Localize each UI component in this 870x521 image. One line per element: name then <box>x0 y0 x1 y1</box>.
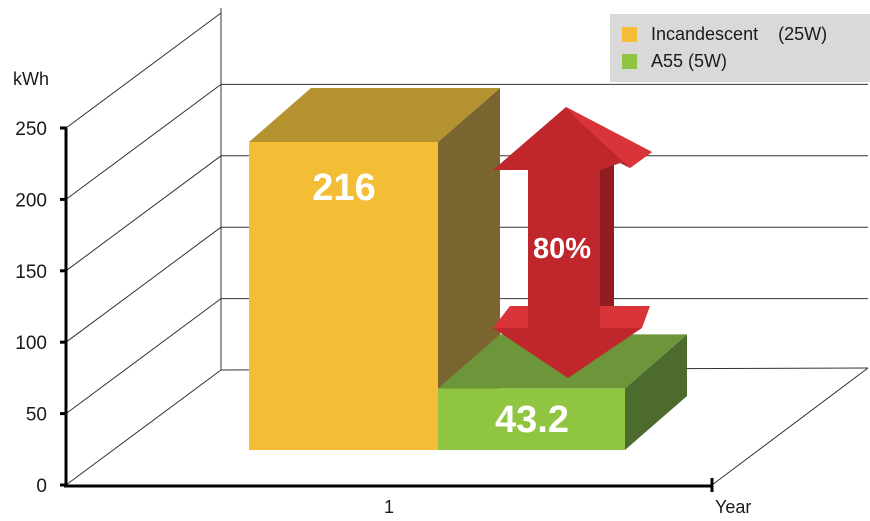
arrow-head-bottom-left-highlight <box>493 306 528 328</box>
legend-label-a55: A55 (5W) <box>651 50 728 71</box>
bar-top-incandescent <box>249 88 500 142</box>
arrow-head-top-highlight <box>566 107 652 168</box>
y-tick-label: 0 <box>36 476 47 497</box>
y-axis-title: kWh <box>13 69 49 89</box>
side-grid-line <box>65 155 222 272</box>
arrow-shaft-side <box>600 160 614 328</box>
legend-swatch-a55 <box>622 53 637 69</box>
legend-label-incandescent: Incandescent (25W) <box>651 23 828 44</box>
chart-axes: 0 50 100 150 200 250 kWh Year 1 <box>13 69 751 517</box>
bar-incandescent <box>249 142 438 450</box>
legend: Incandescent (25W) A55 (5W) <box>610 14 870 82</box>
side-grid-line <box>65 12 222 129</box>
legend-item-a55: A55 (5W) <box>622 50 727 72</box>
bar-side-a55 <box>625 334 687 450</box>
y-tick-label: 150 <box>15 262 47 283</box>
bar-a55 <box>438 388 625 450</box>
reduction-arrow <box>493 107 652 378</box>
arrow-annotation-label: 80% <box>533 233 591 265</box>
y-tick-label: 50 <box>26 405 47 426</box>
side-grid-line <box>65 369 222 486</box>
x-axis-title: Year <box>715 497 751 517</box>
y-tick-label: 100 <box>15 333 47 354</box>
side-grid-line <box>65 226 222 343</box>
chart-bars <box>249 88 687 450</box>
y-tick-label: 250 <box>15 119 47 140</box>
legend-item-incandescent: Incandescent (25W) <box>622 23 827 45</box>
side-grid-line <box>65 298 222 415</box>
y-tick-label: 200 <box>15 190 47 211</box>
bar-value-incandescent: 216 <box>312 167 375 209</box>
arrow-body <box>493 107 652 378</box>
chart-labels: 216 43.2 80% <box>312 167 591 441</box>
side-grid-line <box>65 83 222 200</box>
arrow-head-bottom-right-highlight <box>600 306 650 328</box>
x-tick-label: 1 <box>384 497 394 517</box>
bar-value-a55: 43.2 <box>495 399 569 441</box>
legend-swatch-incandescent <box>622 26 637 42</box>
floor-right-edge <box>711 367 869 486</box>
